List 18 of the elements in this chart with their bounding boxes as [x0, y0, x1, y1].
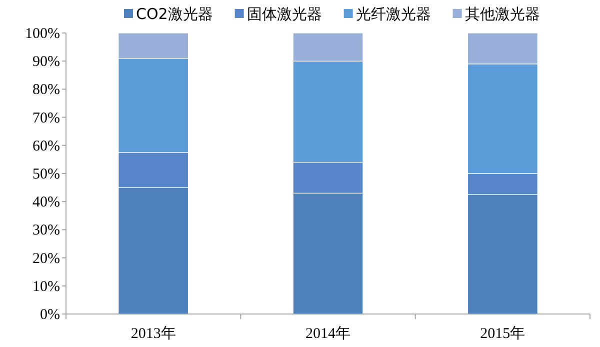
y-tick-label: 10% [32, 278, 60, 295]
x-tick-label: 2014年 [306, 325, 350, 342]
y-tick-label: 70% [32, 110, 60, 126]
y-tick-label: 90% [32, 54, 60, 70]
y-tick-label: 60% [32, 138, 60, 154]
x-tick-label: 2013年 [130, 325, 176, 342]
y-tick-label: 80% [32, 82, 60, 98]
y-tick-label: 50% [32, 166, 60, 182]
legend-label: 其他激光器 [464, 5, 540, 23]
y-tick-label: 20% [32, 250, 60, 267]
y-tick-label: 40% [32, 194, 60, 211]
y-tick-label: 30% [32, 222, 60, 239]
x-tick-label: 2015年 [480, 325, 526, 342]
legend-label: CO2激光器 [136, 5, 213, 23]
y-tick-label: 0% [40, 307, 60, 323]
legend-label: 光纤激光器 [356, 5, 431, 23]
y-tick-label: 100% [25, 26, 60, 42]
legend-label: 固体激光器 [246, 5, 322, 23]
